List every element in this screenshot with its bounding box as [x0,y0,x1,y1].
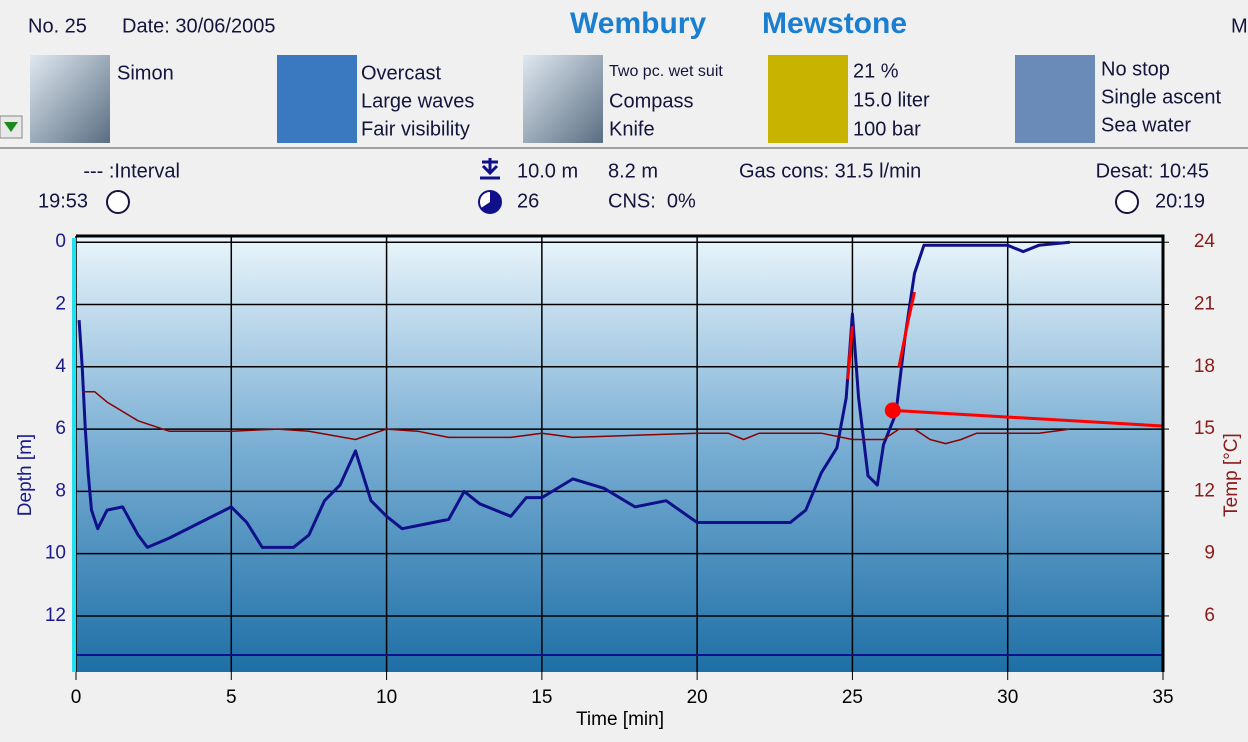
gas-consumption: Gas cons: 31.5 l/min [739,160,921,182]
x-tick-label: 25 [842,687,863,708]
y2-tick-label: 12 [1194,480,1215,501]
clock-icon [1115,190,1139,214]
dive-date: Date: 30/06/2005 [122,15,275,37]
panel-text: Single ascent [1101,86,1222,108]
dive-site: Wembury [570,7,706,40]
y-tick-label: 8 [55,480,66,501]
y-tick-label: 12 [45,605,66,626]
duration: 26 [517,190,539,212]
y2-tick-label: 18 [1194,356,1215,377]
panel-text: 21 % [853,60,899,82]
panel-text: 100 bar [853,118,921,140]
x-tick-label: 30 [997,687,1018,708]
y2-axis-title: Temp [°C] [1221,433,1242,517]
y-tick-label: 6 [55,418,66,439]
dropdown-arrow [4,122,18,132]
panel-text: 15.0 liter [853,89,930,111]
gas-icon[interactable] [768,55,848,143]
panel-text: Compass [609,90,693,112]
panel-text: Overcast [361,62,441,84]
series-line [846,291,916,380]
desaturation: Desat: 10:45 [1096,160,1209,182]
plot-area [76,236,1163,672]
truncated-text: M [1231,15,1248,37]
max-depth: 10.0 m [517,160,578,182]
equipment-icon[interactable] [523,55,603,143]
series-line [82,390,1070,445]
y2-tick-label: 6 [1204,605,1215,626]
panel-text: Knife [609,118,655,140]
x-tick-label: 15 [531,687,552,708]
x-tick-label: 35 [1152,687,1173,708]
y-tick-label: 2 [55,294,66,315]
x-axis-title: Time [min] [576,709,664,730]
x-tick-label: 10 [376,687,397,708]
duration-icon-fill [481,190,502,213]
y-axis-title: Depth [m] [15,434,36,516]
panel-text: Fair visibility [361,118,470,140]
profile-icon[interactable] [1015,55,1095,143]
y2-tick-label: 21 [1194,294,1215,315]
x-tick-label: 5 [226,687,237,708]
dive-number: No. 25 [28,15,87,37]
y2-tick-label: 24 [1194,231,1216,252]
weather-icon[interactable] [277,55,357,143]
y-tick-label: 0 [55,231,66,252]
clock-icon [106,190,130,214]
panel-text: No stop [1101,58,1170,80]
y2-tick-label: 15 [1194,418,1215,439]
panel-text: Simon [117,62,174,84]
series-line [77,240,1070,549]
x-tick-label: 20 [687,687,708,708]
y2-tick-label: 9 [1204,543,1215,564]
entry-time: 19:53 [38,190,88,212]
x-tick-label: 0 [71,687,82,708]
dive-location: Mewstone [762,7,907,40]
panel-text: Sea water [1101,114,1191,136]
y-tick-label: 10 [45,543,66,564]
y-tick-label: 4 [55,356,66,377]
interval: --- :Interval [83,160,180,182]
series-line [892,408,1164,428]
exit-time: 20:19 [1155,190,1205,212]
plot-frame [76,234,1165,672]
panel-text: Two pc. wet suit [609,63,723,80]
depth-icon [480,158,500,180]
cursor-marker [884,402,901,419]
cns: CNS: 0% [608,190,696,212]
avg-depth: 8.2 m [608,160,658,182]
buddy-icon[interactable] [30,55,110,143]
panel-text: Large waves [361,90,474,112]
